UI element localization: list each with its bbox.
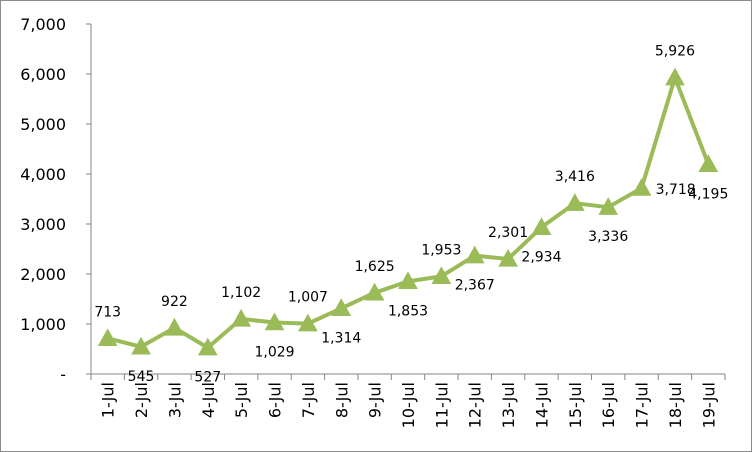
x-tick-label: 16-Jul <box>599 382 618 428</box>
x-tick-label: 6-Jul <box>266 382 285 418</box>
x-tick-label: 10-Jul <box>399 382 418 428</box>
x-tick-label: 18-Jul <box>666 382 685 428</box>
data-point-marker <box>364 282 385 301</box>
x-tick-label: 1-Jul <box>99 382 118 418</box>
data-label: 1,953 <box>421 242 461 258</box>
data-label: 1,029 <box>254 345 294 361</box>
data-point-marker <box>164 317 185 336</box>
data-label: 5,926 <box>655 44 695 60</box>
data-label: 713 <box>94 304 121 320</box>
data-label: 922 <box>161 294 188 310</box>
x-tick-label: 19-Jul <box>699 382 718 428</box>
data-label: 2,934 <box>521 249 561 265</box>
y-tick-label: 1,000 <box>20 315 66 334</box>
y-tick-label: 5,000 <box>20 115 66 134</box>
data-point-marker <box>464 245 485 264</box>
x-tick-label: 2-Jul <box>132 382 151 418</box>
x-tick-label: 14-Jul <box>532 382 551 428</box>
data-label: 4,195 <box>688 186 728 202</box>
data-point-marker <box>665 67 685 86</box>
x-tick-label: 3-Jul <box>165 382 184 418</box>
data-point-marker <box>197 337 218 356</box>
x-tick-label: 7-Jul <box>299 382 318 418</box>
x-tick-label: 12-Jul <box>466 382 485 428</box>
x-tick-label: 11-Jul <box>432 382 451 428</box>
data-point-marker <box>298 313 318 332</box>
x-tick-label: 15-Jul <box>566 382 585 428</box>
data-label: 1,314 <box>321 330 361 346</box>
data-label: 2,367 <box>455 278 495 294</box>
y-tick-label: 4,000 <box>20 165 66 184</box>
y-tick-label: 6,000 <box>20 65 66 84</box>
x-tick-label: 5-Jul <box>232 382 251 418</box>
data-point-marker <box>698 154 719 172</box>
x-tick-label: 4-Jul <box>199 382 218 418</box>
data-label: 2,301 <box>488 225 528 241</box>
data-label: 3,336 <box>588 229 628 245</box>
data-label: 1,007 <box>288 290 328 306</box>
data-label: 3,718 <box>656 182 696 198</box>
data-point-marker <box>331 298 352 316</box>
y-tick-label: 2,000 <box>20 265 66 284</box>
data-label: 545 <box>128 369 155 385</box>
data-point-marker <box>97 328 118 347</box>
data-point-marker <box>398 271 418 290</box>
x-tick-label: 9-Jul <box>366 382 385 418</box>
data-point-marker <box>531 217 552 235</box>
data-label: 1,853 <box>388 303 428 319</box>
y-tick-label: 3,000 <box>20 215 66 234</box>
data-point-marker <box>498 248 518 267</box>
y-tick-label: 7,000 <box>20 15 66 34</box>
data-label: 1,625 <box>355 259 395 275</box>
series-layer <box>97 67 719 356</box>
data-label: 1,102 <box>221 285 261 301</box>
x-tick-label: 13-Jul <box>499 382 518 428</box>
data-labels: 713 545 922 527 1,102 1,029 1,007 1,314 1,625 1,8… <box>94 44 728 386</box>
data-point-marker <box>564 193 585 211</box>
x-tick-label: 17-Jul <box>633 382 652 428</box>
tick-labels: - 1,000 2,000 3,000 4,000 5,000 6,000 7,000 1-Ju… <box>20 15 718 428</box>
y-tick-label: - <box>60 365 66 384</box>
data-point-marker <box>598 197 619 215</box>
data-label: 3,416 <box>555 169 595 185</box>
data-point-marker <box>131 336 151 355</box>
data-label: 527 <box>194 370 221 386</box>
x-tick-label: 8-Jul <box>332 382 351 418</box>
data-point-marker <box>631 178 652 196</box>
data-point-marker <box>264 312 285 331</box>
data-point-marker <box>431 266 452 285</box>
data-point-marker <box>231 308 252 327</box>
axes <box>86 23 726 380</box>
